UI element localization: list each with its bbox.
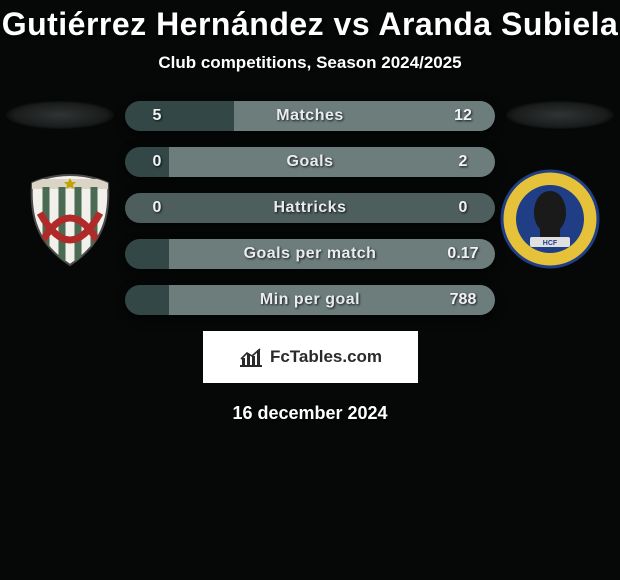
value-left: 0 bbox=[125, 199, 189, 217]
date-label: 16 december 2024 bbox=[0, 403, 620, 424]
value-left: 5 bbox=[125, 107, 189, 125]
stat-row: 0Goals2 bbox=[125, 147, 495, 177]
value-left: 0 bbox=[125, 153, 189, 171]
subtitle: Club competitions, Season 2024/2025 bbox=[0, 53, 620, 73]
infographic-root: Gutiérrez Hernández vs Aranda Subiela Cl… bbox=[0, 0, 620, 580]
shield-icon bbox=[20, 169, 120, 269]
circle-badge-icon: HCF bbox=[500, 169, 600, 269]
bar-chart-icon bbox=[238, 346, 264, 368]
shadow-right bbox=[506, 101, 614, 129]
stat-label: Goals per match bbox=[189, 245, 431, 263]
page-title: Gutiérrez Hernández vs Aranda Subiela bbox=[0, 0, 620, 43]
stat-rows: 5Matches120Goals20Hattricks0Goals per ma… bbox=[125, 101, 495, 315]
stat-row: Min per goal788 bbox=[125, 285, 495, 315]
stats-area: HCF 5Matches120Goals20Hattricks0Goals pe… bbox=[0, 101, 620, 315]
value-right: 2 bbox=[431, 153, 495, 171]
stat-label: Goals bbox=[189, 153, 431, 171]
shadow-left bbox=[6, 101, 114, 129]
stat-row: Goals per match0.17 bbox=[125, 239, 495, 269]
stat-row: 5Matches12 bbox=[125, 101, 495, 131]
stat-label: Hattricks bbox=[189, 199, 431, 217]
stat-row: 0Hattricks0 bbox=[125, 193, 495, 223]
bar-left bbox=[125, 285, 169, 315]
value-right: 788 bbox=[431, 291, 495, 309]
stat-label: Matches bbox=[189, 107, 431, 125]
team-badge-left bbox=[20, 169, 120, 269]
stat-label: Min per goal bbox=[189, 291, 431, 309]
bar-left bbox=[125, 239, 169, 269]
value-right: 12 bbox=[431, 107, 495, 125]
brand-label: FcTables.com bbox=[270, 347, 382, 367]
team-badge-right: HCF bbox=[500, 169, 600, 269]
svg-text:HCF: HCF bbox=[543, 240, 558, 247]
value-right: 0.17 bbox=[431, 245, 495, 263]
value-right: 0 bbox=[431, 199, 495, 217]
brand-box: FcTables.com bbox=[203, 331, 418, 383]
